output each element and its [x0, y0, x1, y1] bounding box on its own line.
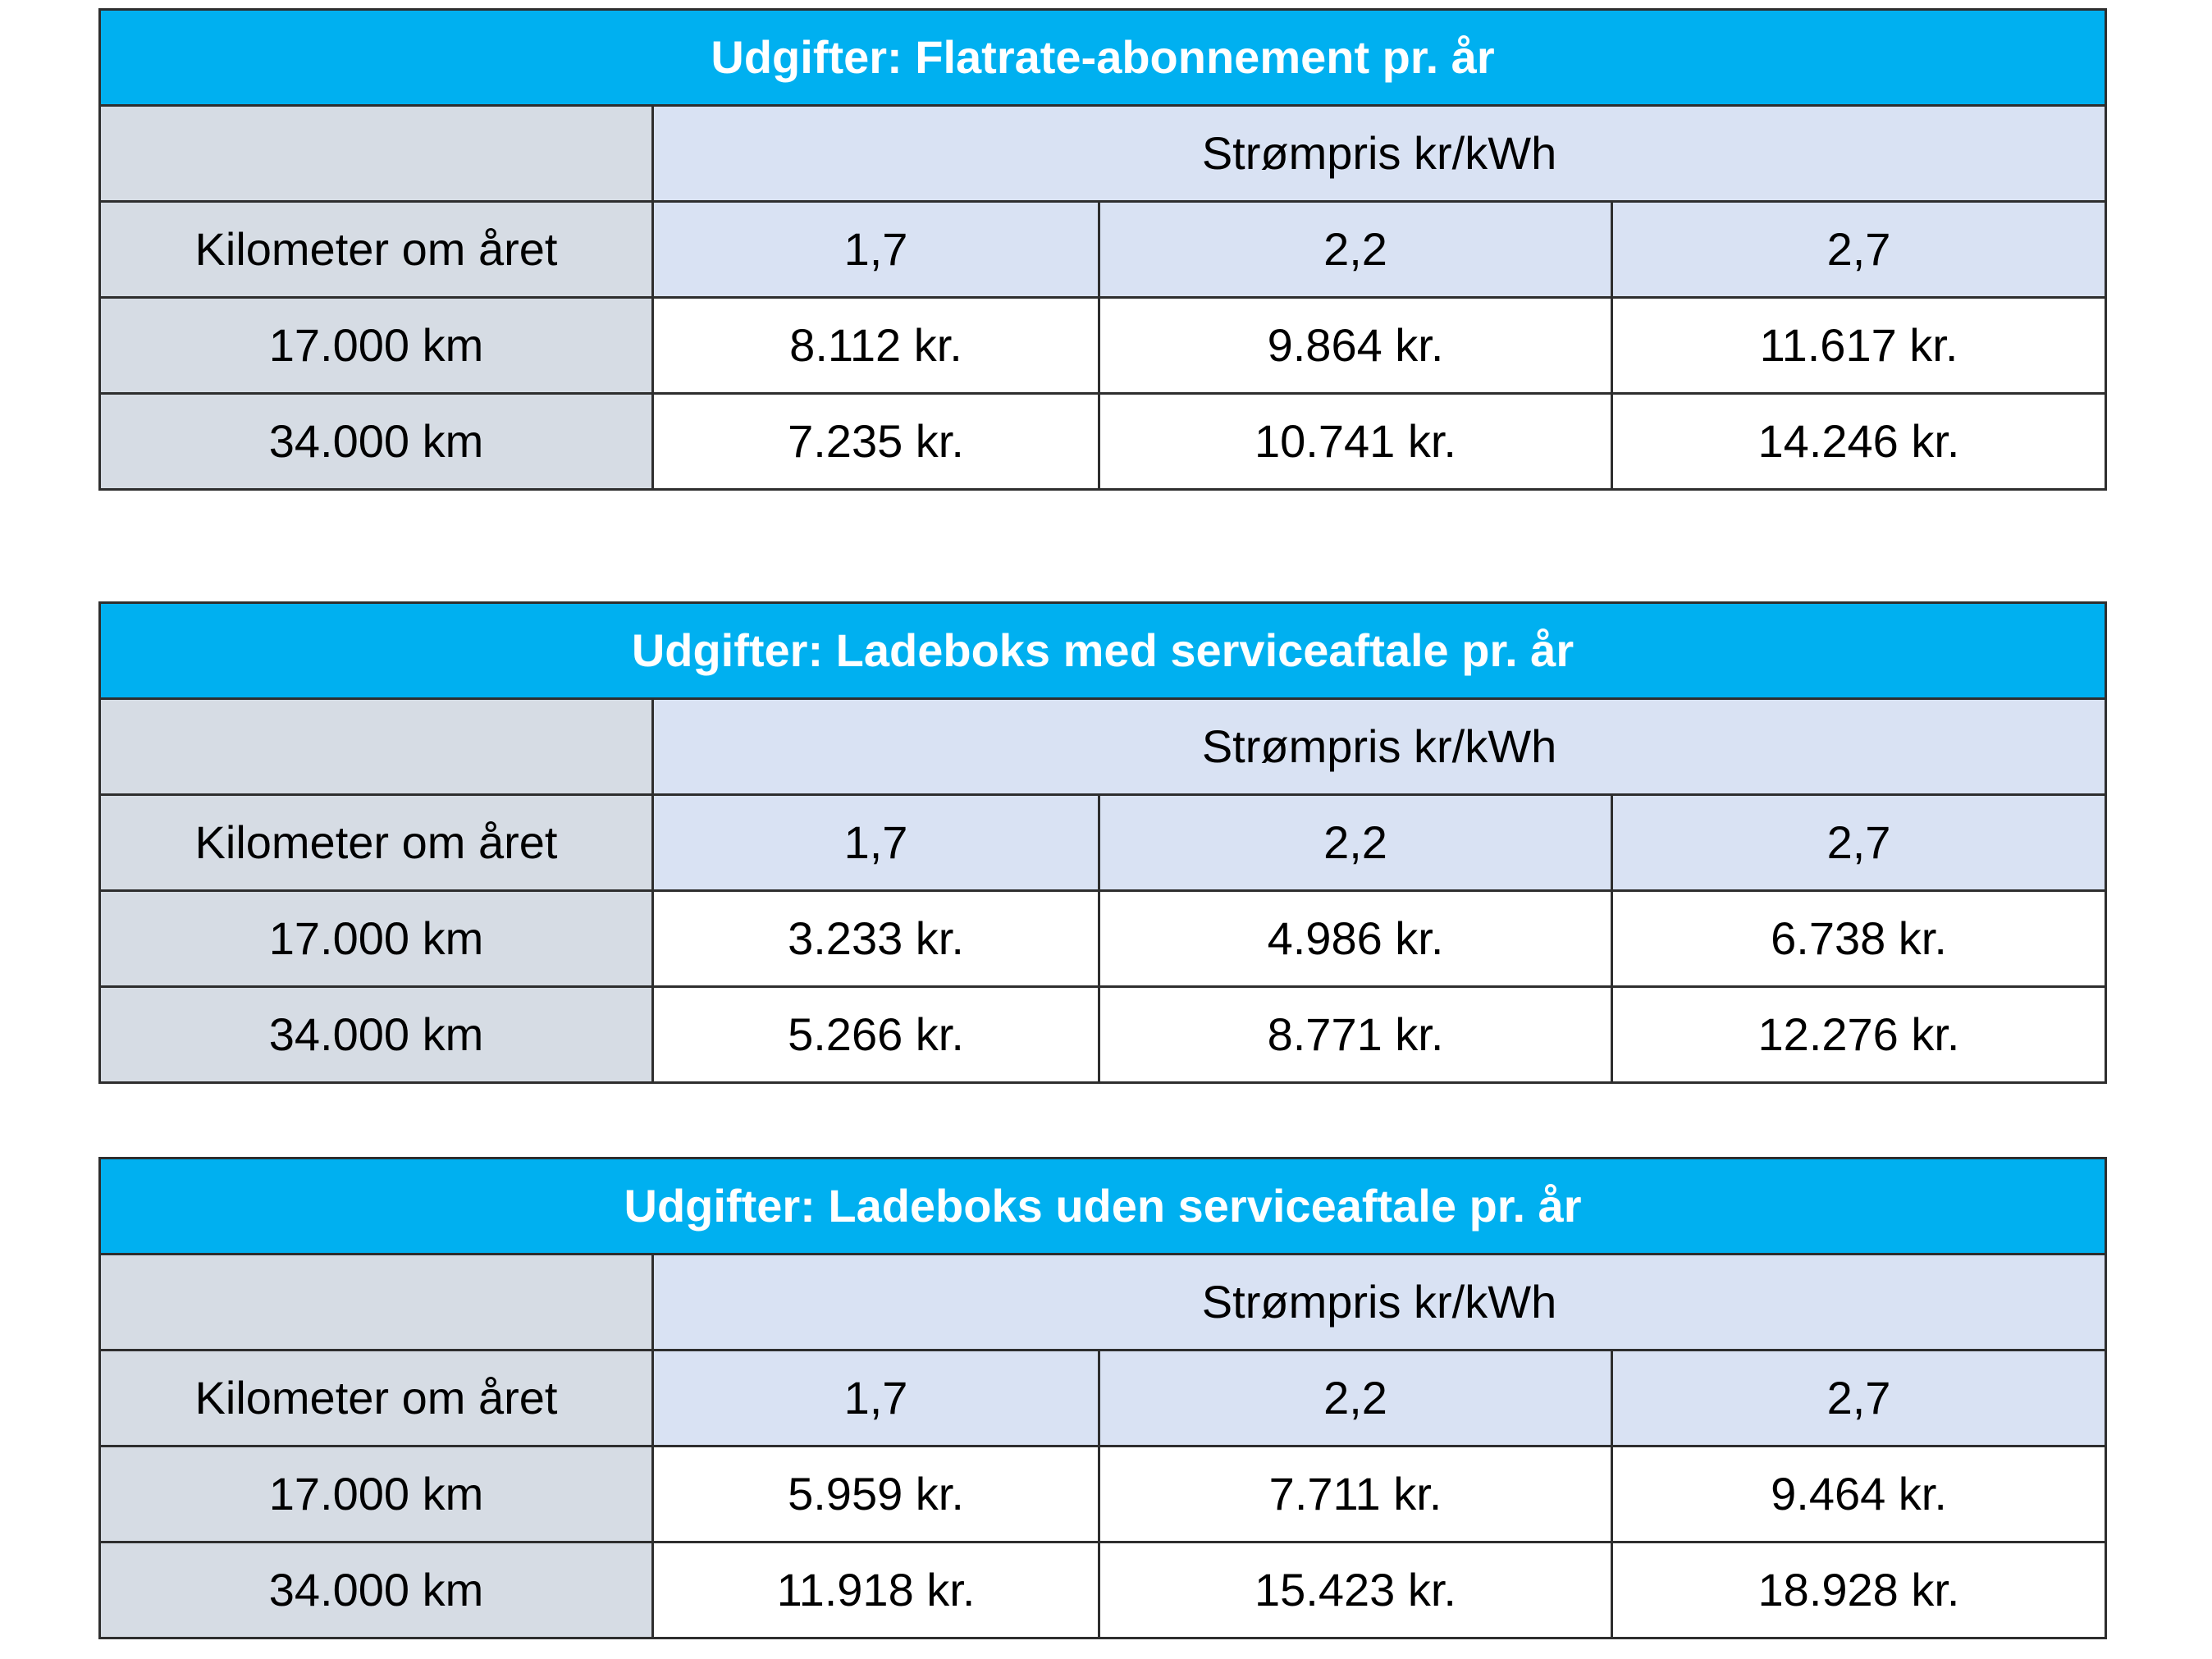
price-column-header: 2,2	[1098, 200, 1613, 299]
value-cell: 18.928 kr.	[1610, 1541, 2108, 1639]
price-column-header: 2,7	[1610, 793, 2108, 892]
price-header: Strømpris kr/kWh	[651, 104, 2108, 203]
price-column-header: 2,2	[1098, 793, 1613, 892]
price-column-header: 1,7	[651, 1349, 1100, 1447]
table-title: Udgifter: Ladeboks uden serviceaftale pr…	[98, 1157, 2108, 1255]
km-cell: 17.000 km	[98, 1445, 654, 1543]
value-cell: 3.233 kr.	[651, 889, 1100, 988]
row-header-label: Kilometer om året	[98, 793, 654, 892]
price-column-header: 2,2	[1098, 1349, 1613, 1447]
price-column-header: 2,7	[1610, 1349, 2108, 1447]
column-header-row: Kilometer om året 1,7 2,2 2,7	[98, 200, 2108, 299]
value-cell: 15.423 kr.	[1098, 1541, 1613, 1639]
value-cell: 6.738 kr.	[1610, 889, 2108, 988]
price-header-row: Strømpris kr/kWh	[98, 104, 2108, 203]
km-cell: 34.000 km	[98, 985, 654, 1084]
value-cell: 5.959 kr.	[651, 1445, 1100, 1543]
corner-cell	[98, 104, 654, 203]
value-cell: 11.617 kr.	[1610, 296, 2108, 395]
table-title-row: Udgifter: Ladeboks uden serviceaftale pr…	[98, 1157, 2108, 1255]
price-header-row: Strømpris kr/kWh	[98, 697, 2108, 796]
km-cell: 34.000 km	[98, 1541, 654, 1639]
table-row: 17.000 km 5.959 kr. 7.711 kr. 9.464 kr.	[98, 1445, 2108, 1543]
table-title-row: Udgifter: Flatrate-abonnement pr. år	[98, 8, 2108, 107]
value-cell: 10.741 kr.	[1098, 392, 1613, 491]
table-title: Udgifter: Flatrate-abonnement pr. år	[98, 8, 2108, 107]
value-cell: 7.235 kr.	[651, 392, 1100, 491]
value-cell: 4.986 kr.	[1098, 889, 1613, 988]
table-title: Udgifter: Ladeboks med serviceaftale pr.…	[98, 601, 2108, 700]
table-row: 34.000 km 11.918 kr. 15.423 kr. 18.928 k…	[98, 1541, 2108, 1639]
value-cell: 8.112 kr.	[651, 296, 1100, 395]
table-row: 34.000 km 5.266 kr. 8.771 kr. 12.276 kr.	[98, 985, 2108, 1084]
value-cell: 5.266 kr.	[651, 985, 1100, 1084]
table-row: 17.000 km 3.233 kr. 4.986 kr. 6.738 kr.	[98, 889, 2108, 988]
value-cell: 11.918 kr.	[651, 1541, 1100, 1639]
flatrate-cost-table: Udgifter: Flatrate-abonnement pr. år Str…	[98, 8, 2108, 491]
price-header: Strømpris kr/kWh	[651, 1253, 2108, 1351]
price-column-header: 1,7	[651, 793, 1100, 892]
value-cell: 9.464 kr.	[1610, 1445, 2108, 1543]
row-header-label: Kilometer om året	[98, 200, 654, 299]
value-cell: 12.276 kr.	[1610, 985, 2108, 1084]
price-header-row: Strømpris kr/kWh	[98, 1253, 2108, 1351]
value-cell: 14.246 kr.	[1610, 392, 2108, 491]
price-column-header: 2,7	[1610, 200, 2108, 299]
row-header-label: Kilometer om året	[98, 1349, 654, 1447]
km-cell: 17.000 km	[98, 889, 654, 988]
ladeboks-uden-serviceaftale-cost-table: Udgifter: Ladeboks uden serviceaftale pr…	[98, 1157, 2108, 1639]
km-cell: 17.000 km	[98, 296, 654, 395]
price-header: Strømpris kr/kWh	[651, 697, 2108, 796]
column-header-row: Kilometer om året 1,7 2,2 2,7	[98, 1349, 2108, 1447]
table-title-row: Udgifter: Ladeboks med serviceaftale pr.…	[98, 601, 2108, 700]
column-header-row: Kilometer om året 1,7 2,2 2,7	[98, 793, 2108, 892]
value-cell: 7.711 kr.	[1098, 1445, 1613, 1543]
table-row: 17.000 km 8.112 kr. 9.864 kr. 11.617 kr.	[98, 296, 2108, 395]
table-row: 34.000 km 7.235 kr. 10.741 kr. 14.246 kr…	[98, 392, 2108, 491]
corner-cell	[98, 697, 654, 796]
corner-cell	[98, 1253, 654, 1351]
value-cell: 9.864 kr.	[1098, 296, 1613, 395]
km-cell: 34.000 km	[98, 392, 654, 491]
ladeboks-med-serviceaftale-cost-table: Udgifter: Ladeboks med serviceaftale pr.…	[98, 601, 2108, 1084]
value-cell: 8.771 kr.	[1098, 985, 1613, 1084]
price-column-header: 1,7	[651, 200, 1100, 299]
